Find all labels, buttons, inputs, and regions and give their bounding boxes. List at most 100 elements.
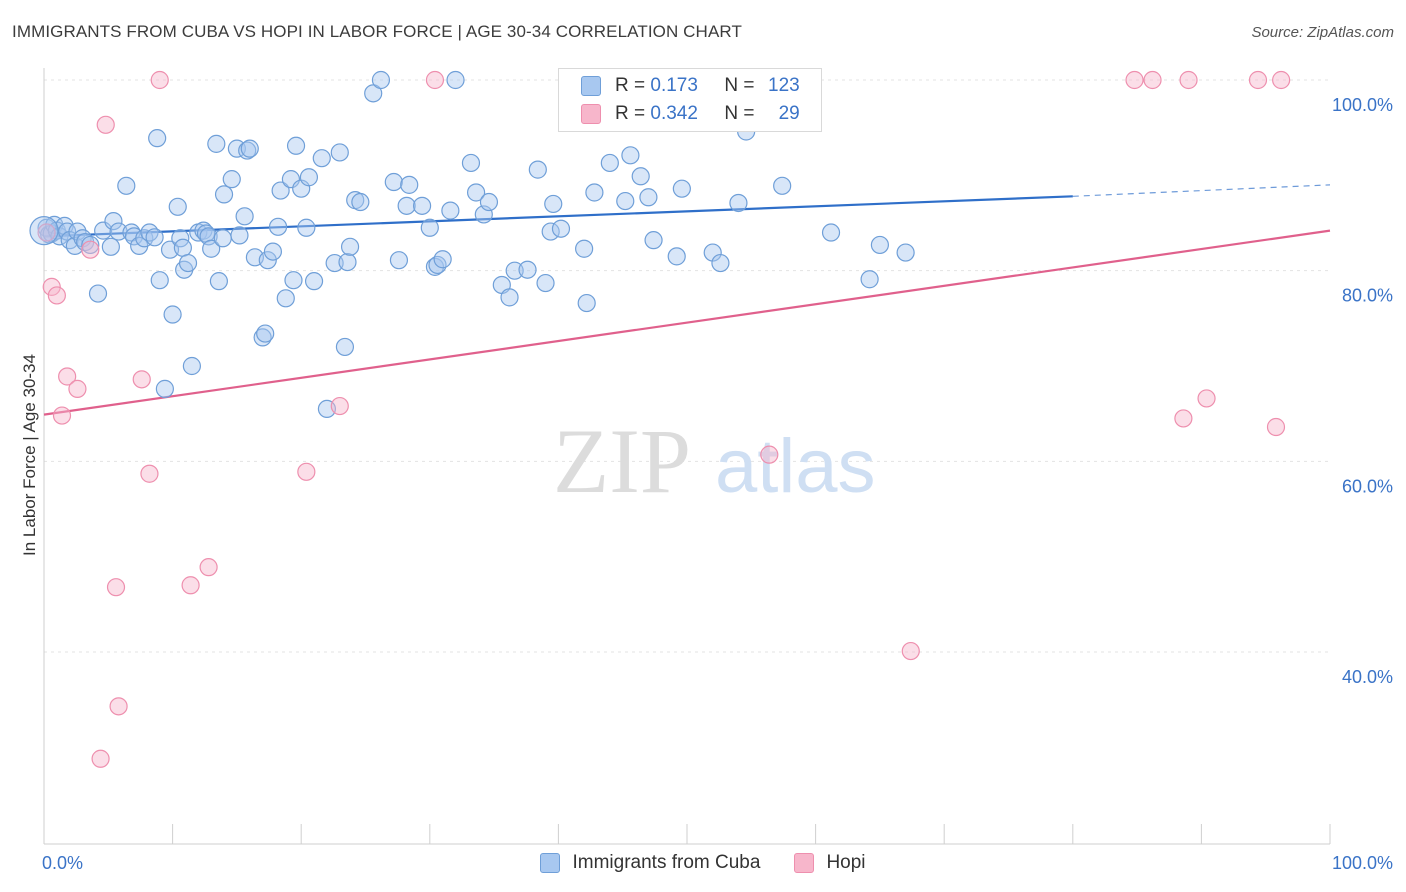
hopi-point (1174, 409, 1193, 428)
cuba-point (330, 143, 349, 162)
cuba-point (325, 253, 344, 273)
cuba-point (29, 216, 59, 246)
stats-row-cuba: R = 0.173 N = 123 (581, 73, 800, 99)
cuba-point (551, 219, 571, 238)
cuba-point (145, 228, 164, 247)
hopi-point (901, 641, 920, 661)
cuba-point (155, 379, 174, 398)
r-label: R = (615, 103, 651, 124)
stats-legend: R = 0.173 N = 123 R = 0.342 N = 29 (558, 68, 822, 132)
hopi-point (1125, 70, 1144, 90)
x-tick-label: 100.0% (1332, 853, 1393, 873)
n-label: N = (724, 75, 760, 96)
cuba-point (577, 293, 596, 313)
cuba-point (505, 261, 524, 280)
cuba-point (88, 284, 108, 303)
cuba-point (173, 238, 192, 257)
grid-lines (44, 79, 1330, 653)
hopi-point (58, 367, 77, 386)
cuba-legend-swatch (540, 853, 561, 873)
cuba-point (536, 273, 555, 293)
stats-row-hopi: R = 0.342 N = 29 (581, 101, 800, 127)
legend-item-hopi[interactable]: Hopi (794, 852, 866, 874)
cuba-point (207, 134, 226, 153)
cuba-point (585, 183, 604, 202)
hopi-r-value: 0.342 (650, 103, 698, 124)
cuba-point (466, 183, 486, 202)
cuba-point (631, 167, 650, 186)
hopi-point (96, 115, 115, 134)
chart-title: IMMIGRANTS FROM CUBA VS HOPI IN LABOR FO… (12, 22, 742, 41)
cuba-point (616, 191, 635, 211)
cuba-point (338, 252, 357, 272)
cuba-point (214, 185, 234, 204)
cuba-point (870, 235, 890, 255)
r-label: R = (615, 75, 651, 96)
cuba-point (441, 201, 460, 220)
cuba-point (544, 194, 563, 214)
cuba-point (299, 168, 319, 187)
legend-item-cuba[interactable]: Immigrants from Cuba (540, 852, 760, 874)
hopi-point (106, 578, 126, 597)
cuba-point (600, 153, 619, 173)
cuba-r-value: 0.173 (650, 75, 698, 96)
cuba-point (304, 272, 324, 291)
tick-labels: 40.0% 60.0% 80.0% 100.0% 0.0% 100.0% (42, 95, 1393, 873)
cuba-point (335, 337, 355, 357)
watermark-atlas: atlas (715, 424, 876, 509)
y-tick-label: 60.0% (1342, 476, 1393, 496)
cuba-point (428, 255, 447, 275)
hopi-point (140, 464, 159, 483)
hopi-point (91, 749, 110, 768)
cuba-point (297, 218, 316, 237)
cuba-point (729, 193, 748, 213)
cuba-point (528, 160, 547, 179)
cuba-point (65, 236, 84, 255)
cuba-point (446, 70, 465, 90)
cuba-point (479, 192, 499, 212)
cuba-point (104, 211, 123, 231)
cuba-point (258, 251, 277, 270)
cuba-point (433, 250, 452, 269)
cuba-point (163, 305, 182, 324)
cuba-point (400, 175, 419, 194)
hopi-point (52, 406, 72, 425)
cuba-point (340, 237, 360, 256)
cuba-point (821, 223, 841, 242)
hopi-swatch (581, 104, 601, 124)
hopi-point (109, 697, 128, 716)
hopi-point (1179, 70, 1198, 90)
hopi-point (425, 70, 445, 90)
cuba-point (461, 153, 481, 173)
cuba-point (235, 207, 254, 226)
cuba-point (412, 196, 432, 215)
trend-lines (43, 184, 1331, 416)
cuba-point (202, 239, 221, 258)
cuba-swatch (581, 76, 601, 96)
cuba-point (541, 222, 560, 241)
cuba-point (644, 231, 663, 250)
cuba-point (667, 247, 686, 266)
cuba-point (209, 272, 228, 291)
cuba-point (168, 197, 187, 216)
series-legend: Immigrants from Cuba Hopi (0, 852, 1406, 874)
cuba-point (213, 229, 232, 248)
cuba-point (182, 356, 201, 376)
hopi-legend-swatch (794, 853, 815, 873)
hopi-point (760, 445, 779, 464)
cuba-point (238, 141, 257, 160)
cuba-point (312, 149, 331, 168)
cuba-point (425, 257, 445, 276)
cuba-point (773, 176, 792, 195)
cuba-point (860, 270, 879, 289)
hopi-n-value: 29 (778, 103, 800, 124)
axes (43, 68, 1331, 845)
y-tick-label: 100.0% (1332, 95, 1393, 115)
hopi-point (1266, 417, 1286, 437)
cuba-point (150, 271, 169, 290)
cuba-point (500, 288, 519, 307)
cuba-point (178, 253, 198, 273)
cuba-point (284, 271, 303, 290)
y-axis-label: In Labor Force | Age 30-34 (20, 354, 39, 556)
